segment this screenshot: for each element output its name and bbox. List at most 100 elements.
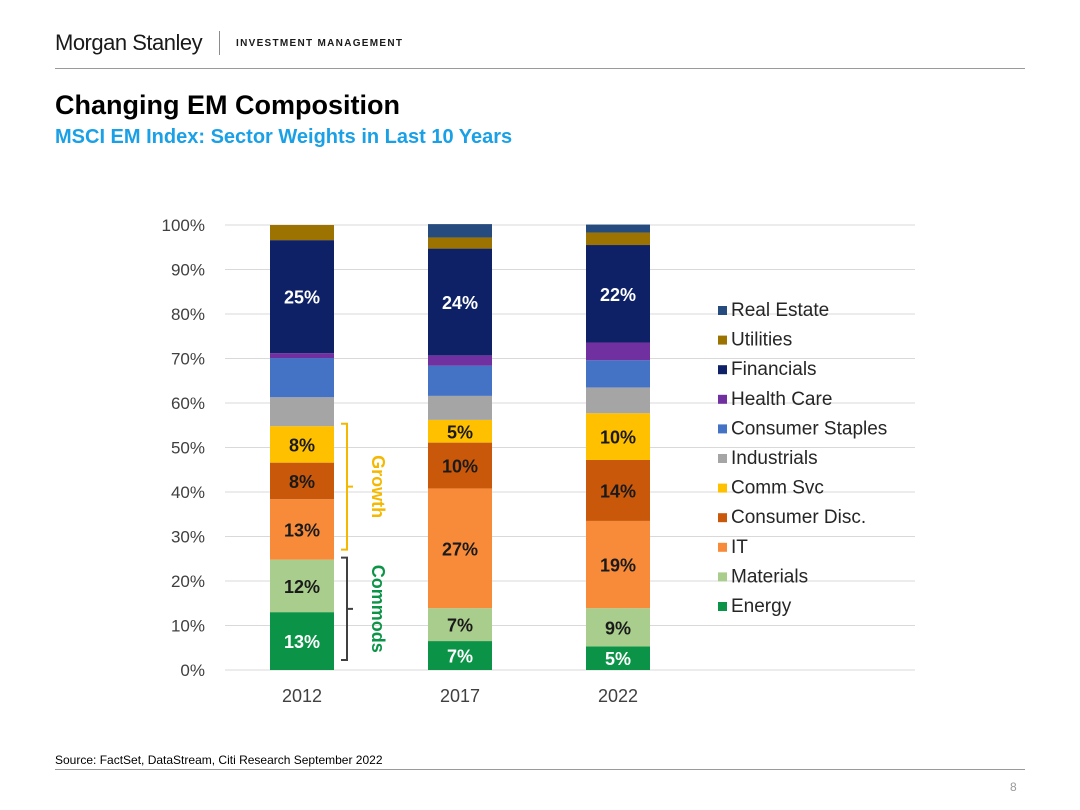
bar-segment-industrials	[428, 395, 492, 420]
data-label: 9%	[605, 618, 631, 638]
legend-label: Health Care	[731, 389, 832, 410]
bar-segment-materials	[428, 608, 492, 642]
brand-division: INVESTMENT MANAGEMENT	[236, 38, 404, 49]
source-note: Source: FactSet, DataStream, Citi Resear…	[55, 753, 383, 767]
y-tick-label: 60%	[171, 394, 205, 413]
y-tick-label: 90%	[171, 261, 205, 280]
data-label: 12%	[284, 577, 320, 597]
y-tick-label: 10%	[171, 617, 205, 636]
bar-segment-consumer-staples	[270, 358, 334, 398]
y-tick-label: 50%	[171, 439, 205, 458]
data-label: 7%	[447, 647, 473, 667]
annotation-label: Growth	[368, 455, 388, 518]
bar-segment-energy	[270, 612, 334, 670]
bar-segment-real-estate	[428, 224, 492, 238]
bar-segment-financials	[428, 248, 492, 356]
header-rule	[55, 68, 1025, 69]
bar-segment-industrials	[586, 387, 650, 414]
bar-segment-utilities	[428, 237, 492, 249]
y-tick-label: 0%	[180, 661, 205, 680]
legend-swatch	[718, 424, 727, 434]
data-label: 5%	[605, 649, 631, 669]
x-tick-label: 2012	[282, 686, 322, 706]
data-label: 13%	[284, 520, 320, 540]
brand-logo: Morgan Stanley	[55, 30, 203, 55]
data-label: 24%	[442, 293, 478, 313]
y-tick-label: 80%	[171, 305, 205, 324]
bar-segment-utilities	[270, 225, 334, 241]
data-label: 22%	[600, 285, 636, 305]
y-tick-label: 30%	[171, 528, 205, 547]
y-tick-label: 40%	[171, 483, 205, 502]
y-tick-label: 70%	[171, 350, 205, 369]
sector-weights-chart: 0% 10% 20% 30% 40% 50% 60% 70% 80% 90% 100% 13% 12% 1…	[162, 216, 915, 706]
legend-label: Materials	[731, 566, 808, 587]
legend-swatch	[718, 394, 727, 404]
bar-segment-it	[586, 520, 650, 609]
bar-segment-it	[270, 499, 334, 560]
data-label: 10%	[442, 457, 478, 477]
data-label: 7%	[447, 616, 473, 636]
slide-title: Changing EM Composition	[55, 90, 400, 120]
legend-label: IT	[731, 537, 748, 558]
data-label: 19%	[600, 556, 636, 576]
slide-subtitle: MSCI EM Index: Sector Weights in Last 10…	[55, 126, 513, 148]
y-tick-label: 20%	[171, 572, 205, 591]
data-label: 14%	[600, 481, 636, 501]
bracket	[341, 556, 353, 661]
legend-label: Energy	[731, 596, 792, 617]
bar-segment-health-care	[270, 353, 334, 359]
bar-segment-materials	[270, 559, 334, 613]
bar-segment-comm-svc	[428, 419, 492, 443]
legend-swatch	[718, 483, 727, 493]
bracket	[341, 422, 353, 551]
data-label: 10%	[600, 428, 636, 448]
bar-segment-consumer-staples	[428, 365, 492, 396]
legend-label: Real Estate	[731, 300, 829, 321]
bar-segment-energy	[586, 646, 650, 670]
data-label: 25%	[284, 288, 320, 308]
bar-segment-consumer-staples	[586, 360, 650, 388]
bar-segment-utilities	[586, 232, 650, 246]
bar-segment-consumer-disc	[586, 459, 650, 521]
y-tick-label: 100%	[162, 216, 205, 235]
data-label: 5%	[447, 422, 473, 442]
data-label: 13%	[284, 632, 320, 652]
bar-segment-health-care	[586, 342, 650, 361]
x-tick-label: 2017	[440, 686, 480, 706]
legend-swatch	[718, 454, 727, 463]
annotation-label: Commods	[368, 565, 388, 653]
legend-swatch	[718, 513, 727, 523]
x-tick-label: 2022	[598, 686, 638, 706]
legend-swatch	[718, 335, 727, 345]
data-label: 8%	[289, 435, 315, 455]
bar-segment-financials	[586, 245, 650, 343]
legend-swatch	[718, 306, 727, 315]
bar-segment-consumer-disc	[428, 442, 492, 489]
bar-segment-it	[428, 488, 492, 609]
legend-label: Comm Svc	[731, 478, 824, 499]
bar-segment-industrials	[270, 397, 334, 427]
legend-swatch	[718, 572, 727, 582]
bar-segment-materials	[586, 608, 650, 647]
legend-label: Financials	[731, 359, 817, 380]
page-number: 8	[1010, 780, 1017, 794]
legend-swatch	[718, 542, 727, 552]
data-label: 8%	[289, 472, 315, 492]
legend-label: Industrials	[731, 448, 818, 469]
footer-rule	[55, 769, 1025, 770]
legend-label: Consumer Staples	[731, 418, 887, 439]
legend-swatch	[718, 602, 727, 611]
data-label: 27%	[442, 539, 478, 559]
legend-label: Consumer Disc.	[731, 507, 866, 528]
bar-segment-real-estate	[586, 224, 650, 233]
bar-segment-financials	[270, 240, 334, 354]
legend-label: Utilities	[731, 330, 792, 351]
bar-segment-energy	[428, 641, 492, 670]
bar-segment-health-care	[428, 355, 492, 366]
bar-segment-consumer-disc	[270, 462, 334, 500]
brand-separator	[219, 31, 220, 55]
bar-segment-comm-svc	[586, 413, 650, 460]
legend-swatch	[718, 365, 727, 375]
bar-segment-comm-svc	[270, 426, 334, 463]
